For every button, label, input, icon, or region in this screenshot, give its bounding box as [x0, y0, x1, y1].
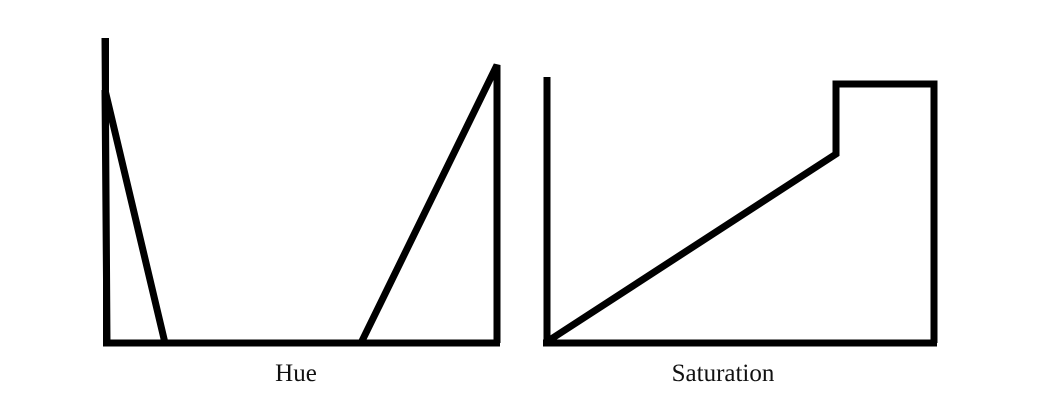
saturation-membership-curve	[543, 80, 938, 346]
hue-left-membership-curve	[101, 37, 169, 344]
hue-caption: Hue	[275, 360, 317, 387]
saturation-caption: Saturation	[671, 360, 775, 387]
hue-panel	[101, 37, 501, 347]
saturation-panel	[543, 77, 938, 347]
hue-right-membership-curve	[357, 63, 501, 345]
